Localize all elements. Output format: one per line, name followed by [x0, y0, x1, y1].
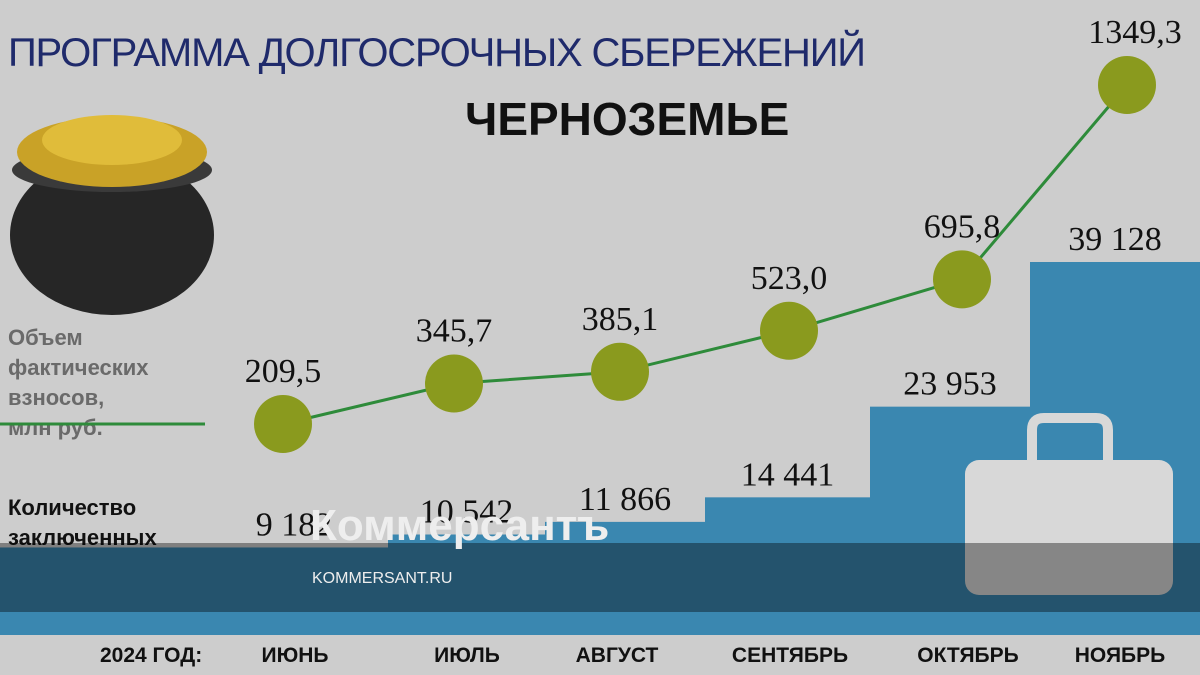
bar-value-label: 14 441	[741, 456, 835, 493]
bar	[388, 534, 545, 635]
line-marker	[254, 395, 312, 453]
series-label: Объем фактических взносов, млн руб.	[8, 325, 149, 440]
x-tick-label: СЕНТЯБРЬ	[732, 644, 848, 667]
line-value-label: 385,1	[582, 301, 659, 338]
line-value-label: 523,0	[751, 260, 828, 297]
year-label: 2024 ГОД:	[100, 644, 202, 667]
line-marker	[1098, 56, 1156, 114]
line-marker	[760, 301, 818, 360]
line-value-label: 209,5	[245, 353, 322, 390]
bar	[0, 547, 388, 635]
bar	[545, 521, 705, 635]
bar-value-label: 23 953	[903, 366, 997, 403]
line-marker	[933, 250, 991, 309]
pot-icon	[10, 115, 214, 315]
x-tick-label: ИЮЛЬ	[434, 644, 500, 667]
line	[282, 84, 1129, 426]
bar-value-label: 11 866	[579, 481, 671, 518]
x-tick-label: АВГУСТ	[576, 644, 659, 667]
chart-subtitle: ЧЕРНОЗЕМЬЕ	[465, 93, 789, 145]
watermark: Коммерсантъ	[310, 501, 609, 550]
bar-value-label: 9 182	[256, 506, 333, 543]
x-tick-label: НОЯБРЬ	[1075, 644, 1166, 667]
line-value-label: 1349,3	[1088, 14, 1182, 51]
watermark-band	[0, 543, 1200, 612]
chart-title: ПРОГРАММА ДОЛГОСРОЧНЫХ СБЕРЕЖЕНИЙ	[8, 29, 866, 75]
bar	[705, 497, 870, 635]
bar-value-label: 39 128	[1068, 221, 1162, 258]
line-value-label: 695,8	[924, 208, 1001, 245]
watermark-url: KOMMERSANT.RU	[312, 570, 452, 587]
line-value-label: 345,7	[416, 312, 493, 349]
x-tick-label: ОКТЯБРЬ	[917, 644, 1019, 667]
line-marker	[425, 354, 483, 413]
bar-value-label: 10 542	[420, 494, 514, 531]
briefcase-icon	[965, 413, 1173, 595]
x-tick-label: ИЮНЬ	[261, 644, 328, 667]
line-marker	[591, 342, 649, 401]
